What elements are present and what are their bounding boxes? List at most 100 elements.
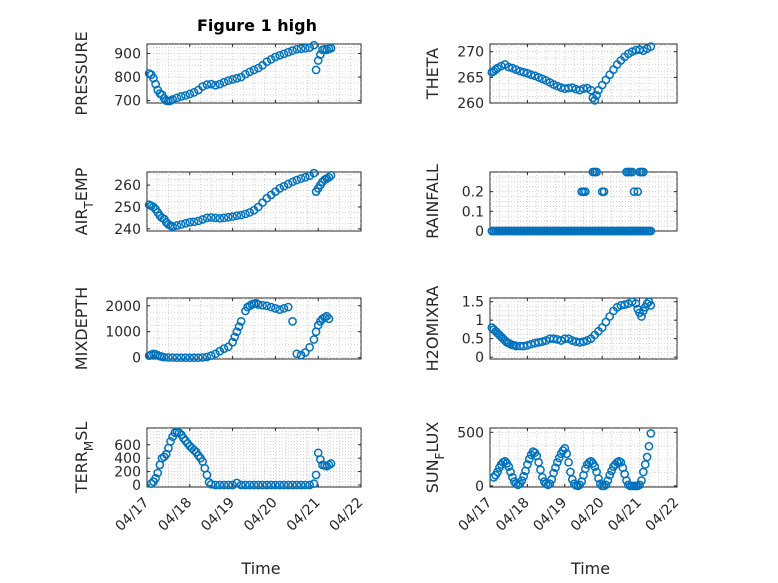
x-axis-label: Time <box>570 559 610 578</box>
chart-title: Figure 1 high <box>197 16 317 35</box>
data-point <box>538 337 547 346</box>
data-point <box>301 480 310 490</box>
data-point <box>642 452 652 462</box>
data-point <box>275 184 285 193</box>
data-point <box>309 40 319 50</box>
data-point <box>288 46 297 55</box>
x-tick-label: 04/20 <box>241 495 281 535</box>
data-point <box>258 300 267 310</box>
data-point <box>309 168 319 178</box>
data-point <box>219 77 229 87</box>
x-tick-label: 04/20 <box>568 495 608 535</box>
x-tick-label: 04/17 <box>456 495 496 535</box>
data-point <box>646 429 656 438</box>
y-axis-label: SUNFLUX <box>423 422 447 494</box>
y-axis-label: H2OMIXRA <box>423 286 442 372</box>
data-point <box>292 349 302 359</box>
y-tick-label: 0 <box>132 478 141 494</box>
data-point <box>305 342 314 352</box>
data-point <box>515 66 525 76</box>
data-point <box>637 312 646 321</box>
x-tick-label: 04/18 <box>493 495 533 535</box>
data-point <box>215 79 225 89</box>
data-point <box>206 213 216 222</box>
data-point <box>549 468 558 478</box>
data-point <box>176 92 186 101</box>
y-tick-label: 270 <box>457 45 484 61</box>
data-point <box>172 221 182 230</box>
data-point <box>228 212 237 221</box>
data-point <box>228 337 237 347</box>
data-point <box>202 352 212 362</box>
y-axis-label: MIXDEPTH <box>72 287 91 370</box>
data-point <box>633 187 643 197</box>
data-point <box>249 65 259 75</box>
data-point <box>504 62 514 72</box>
data-point <box>638 167 648 177</box>
data-point <box>185 353 195 363</box>
data-point <box>560 444 570 453</box>
data-point <box>326 43 336 53</box>
data-point <box>253 480 263 490</box>
data-point <box>506 467 515 477</box>
data-point <box>279 181 289 191</box>
data-point <box>215 480 225 490</box>
x-tick-label: 04/22 <box>327 495 367 535</box>
data-point <box>292 44 302 54</box>
data-point <box>149 202 158 212</box>
y-tick-label: 1.5 <box>462 295 484 311</box>
subplot-1: 700 800 900 PRESSURE Figure 1 high <box>72 16 362 116</box>
y-tick-label: 200 <box>114 465 141 481</box>
x-tick-label: 04/18 <box>155 495 195 535</box>
data-point <box>309 335 319 344</box>
data-point <box>594 474 603 483</box>
data-point <box>646 301 656 310</box>
data-point <box>236 317 246 326</box>
data-point <box>176 353 186 363</box>
data-point <box>288 480 297 490</box>
data-point <box>194 353 203 363</box>
data-point <box>266 480 276 490</box>
data-point <box>504 462 514 471</box>
subplot-2: 260 265 270 THETA <box>423 42 678 112</box>
data-point <box>599 187 609 197</box>
data-point <box>275 50 285 60</box>
data-point <box>181 91 190 100</box>
y-tick-label: 900 <box>114 46 141 62</box>
data-point <box>301 172 310 182</box>
y-tick-label: 0.5 <box>462 332 484 348</box>
y-tick-label: 240 <box>114 222 141 238</box>
data-point <box>241 69 250 79</box>
data-point <box>296 44 306 54</box>
data-point <box>159 352 169 362</box>
data-point <box>592 167 601 177</box>
y-tick-label: 700 <box>114 94 141 110</box>
data-point <box>228 75 237 84</box>
data-point <box>151 473 160 483</box>
data-point <box>279 304 289 313</box>
data-point <box>245 67 255 77</box>
data-point <box>305 480 314 490</box>
data-point <box>223 212 233 222</box>
x-tick-label: 04/19 <box>198 495 238 535</box>
data-point <box>206 351 216 360</box>
data-point <box>168 95 178 104</box>
data-point <box>174 428 184 438</box>
y-axis-label: PRESSURE <box>72 31 91 115</box>
data-point <box>296 480 306 490</box>
data-point <box>324 172 334 182</box>
data-point <box>493 467 502 477</box>
data-point <box>554 453 564 463</box>
data-point <box>283 47 293 57</box>
data-point <box>592 90 601 100</box>
data-point <box>579 337 588 346</box>
subplot-3: 240 250 260 AIRTEMP <box>72 167 362 238</box>
y-axis-label: TERRMSL <box>72 422 96 495</box>
y-tick-label: 800 <box>114 70 141 86</box>
data-point <box>601 480 611 490</box>
data-point <box>206 79 216 89</box>
data-point <box>646 42 656 51</box>
subplot-5: 0 1000 2000 MIXDEPTH <box>72 287 362 370</box>
